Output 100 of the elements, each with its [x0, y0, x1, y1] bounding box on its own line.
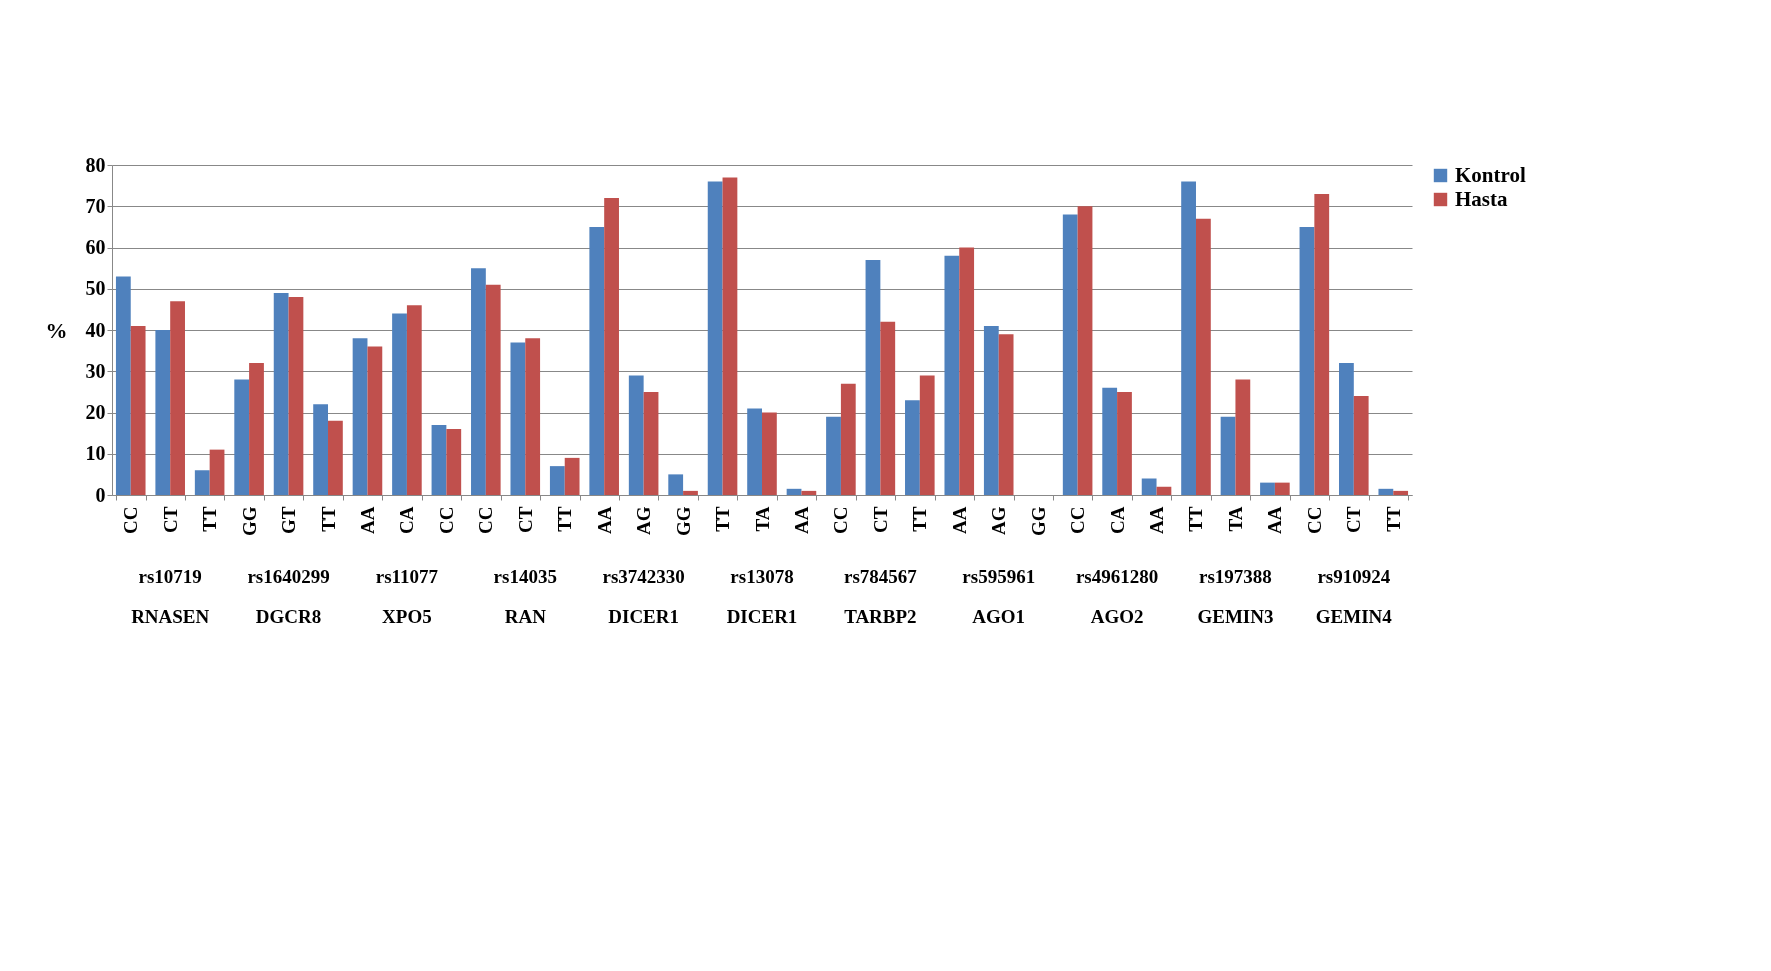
bar: [564, 457, 580, 495]
x-tick-label: GG: [1027, 506, 1049, 537]
x-tick-label: CA: [396, 506, 418, 534]
bar: [944, 255, 960, 495]
legend-label: Kontrol: [1455, 162, 1526, 187]
x-tick-label: AA: [593, 506, 615, 534]
y-tick-label: 80: [85, 153, 106, 176]
bar: [683, 490, 698, 495]
bar: [392, 313, 407, 495]
bar: [786, 488, 802, 495]
x-tick-label: TT: [1185, 506, 1207, 532]
text: DICER1: [726, 606, 798, 627]
bar: [549, 466, 565, 495]
x-tick-label: CC: [1067, 506, 1089, 534]
text: rs14035: [493, 566, 557, 587]
bar: [1117, 391, 1132, 495]
text: rs1640299: [247, 566, 330, 587]
text: GEMIN4: [1315, 606, 1393, 627]
bar: [209, 449, 225, 495]
x-tick-label: CT: [514, 506, 536, 533]
bar: [643, 391, 659, 495]
x-tick-label: AA: [1146, 506, 1168, 534]
x-tick-label: CC: [830, 506, 852, 534]
x-tick-label: GG: [238, 506, 260, 537]
bar: [273, 292, 289, 495]
y-tick-label: 0: [95, 483, 106, 506]
text: XPO5: [382, 606, 432, 627]
bar: [1235, 379, 1251, 495]
text: RNASEN: [131, 606, 210, 627]
bar: [998, 334, 1014, 495]
text: rs595961: [962, 566, 1036, 587]
bar: [1195, 218, 1211, 495]
y-tick-label: 20: [85, 401, 106, 423]
bar: [1077, 206, 1093, 495]
bar: [313, 404, 329, 495]
x-tick-label: CT: [159, 506, 181, 533]
bar: [352, 338, 368, 495]
bar: [1339, 363, 1354, 495]
y-tick-label: 70: [85, 194, 106, 217]
x-tick-label: AG: [988, 506, 1010, 535]
bar: [1299, 226, 1315, 495]
bar: [155, 330, 171, 495]
bar: [668, 474, 684, 495]
bar: [1156, 486, 1172, 495]
x-tick-label: TA: [751, 506, 773, 532]
text: TARBP2: [844, 606, 917, 627]
x-tick-label: AA: [948, 506, 970, 534]
text: DGCR8: [255, 606, 322, 627]
bar: [826, 416, 841, 495]
bar: [406, 305, 422, 495]
x-tick-label: TT: [199, 506, 221, 532]
x-tick-label: GG: [672, 506, 694, 537]
y-axis-title: %: [45, 317, 68, 343]
x-tick-label: CC: [1303, 506, 1325, 534]
bar: [1141, 478, 1157, 495]
bar: [431, 424, 447, 495]
text: rs13078: [730, 566, 794, 587]
bar: [1353, 396, 1369, 495]
bar: [130, 325, 146, 495]
x-tick-label: CC: [475, 506, 497, 534]
x-tick-label: CT: [869, 506, 891, 533]
x-tick-label: TT: [1382, 506, 1404, 532]
bar: [510, 342, 526, 495]
text: AGO1: [972, 606, 1026, 627]
bar: [959, 247, 975, 495]
bar: [905, 400, 920, 495]
bar: [446, 429, 462, 495]
bar: [604, 198, 619, 495]
x-tick-label: CA: [1106, 506, 1128, 534]
bar: [1181, 181, 1196, 495]
y-tick-label: 60: [85, 236, 106, 258]
text: rs784567: [843, 566, 918, 587]
bar: [1274, 482, 1290, 495]
y-tick-label: 30: [85, 359, 106, 382]
bar: [919, 375, 935, 495]
bar: [1393, 490, 1409, 495]
x-tick-label: TT: [554, 506, 576, 532]
text: rs10719: [138, 566, 202, 587]
bar: [865, 259, 881, 495]
bar: [840, 383, 856, 495]
x-tick-label: TT: [317, 506, 339, 532]
bar: [1314, 193, 1330, 495]
x-tick-label: AA: [356, 506, 378, 534]
legend-label: Hasta: [1455, 186, 1508, 211]
bar: [234, 379, 250, 495]
x-tick-label: CC: [435, 506, 457, 534]
bar: [628, 375, 644, 495]
y-tick-label: 10: [85, 442, 106, 465]
bar: [1062, 214, 1078, 495]
x-tick-label: TA: [1224, 506, 1246, 532]
bar: [762, 412, 777, 495]
x-tick-label: AA: [1264, 506, 1286, 534]
text: rs910924: [1317, 566, 1391, 587]
x-tick-label: CC: [120, 506, 142, 534]
bar: [115, 276, 131, 495]
bar: [367, 346, 383, 495]
text: rs197388: [1199, 566, 1272, 587]
bar: [328, 420, 343, 495]
text: DICER1: [608, 606, 680, 627]
text: RAN: [504, 606, 547, 627]
